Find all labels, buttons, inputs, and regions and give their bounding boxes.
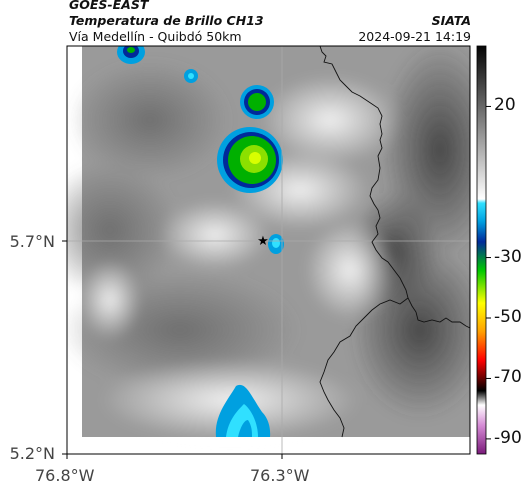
lon-label-76.3: 76.3°W [250, 466, 310, 485]
warm-cloud-area [305, 220, 395, 320]
product-title: Temperatura de Brillo CH13 [69, 13, 264, 28]
warm-cloud-area [160, 200, 270, 270]
colorbar-tick-label: -90 [494, 427, 522, 448]
timestamp-label: 2024-09-21 14:19 [358, 29, 471, 44]
colorbar-frame [476, 45, 487, 455]
convective-cell-south [215, 384, 271, 437]
institution-label: SIATA [431, 13, 471, 28]
colorbar-tick-label: 20 [494, 95, 516, 116]
small-cold-cell [268, 234, 284, 254]
colorbar-tick-label: -30 [494, 246, 522, 267]
satellite-title: GOES-EAST [69, 0, 149, 12]
lat-label-5.2: 5.2°N [9, 444, 55, 463]
colorbar-tick-label: -70 [494, 367, 522, 388]
colorbar-tick-label: -50 [494, 307, 522, 327]
convective-cell-main [217, 127, 283, 193]
convective-cell-north [240, 85, 274, 119]
map-frame [66, 45, 471, 455]
colorbar-gradient [477, 46, 486, 454]
cloud-field-west [67, 160, 180, 300]
colorbar-tick-marks [486, 105, 491, 440]
admin-boundary [319, 297, 409, 438]
location-star-marker: ★ [257, 234, 269, 249]
warm-cloud-area [260, 75, 400, 165]
region-subtitle: Vía Medellín - Quibdó 50km [69, 29, 242, 44]
admin-boundary [319, 46, 470, 329]
lon-label-76.8: 76.8°W [35, 466, 95, 485]
lat-label-5.7: 5.7°N [9, 232, 55, 251]
small-cold-cell [184, 69, 198, 83]
cloud-field-west [70, 60, 230, 180]
warm-cloud-area [80, 260, 140, 340]
convective-cell-top [117, 46, 145, 64]
